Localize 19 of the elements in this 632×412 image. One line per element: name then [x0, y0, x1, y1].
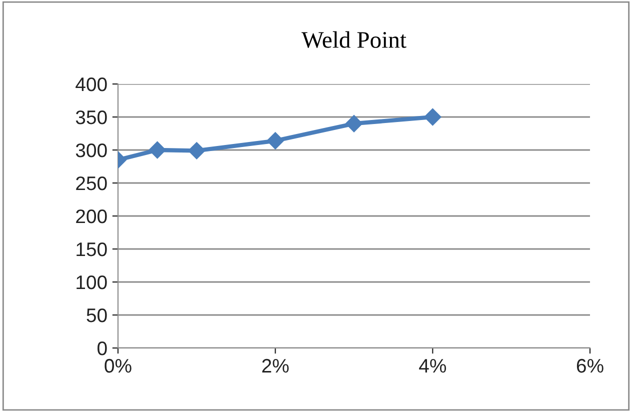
y-tick-label: 250	[76, 176, 107, 190]
point	[148, 141, 166, 159]
y-tick-label: 50	[86, 308, 107, 322]
x-tick-label: 2%	[262, 358, 289, 373]
y-tick-label: 150	[76, 242, 107, 256]
point	[188, 142, 206, 160]
chart-title: Weld Point	[302, 31, 406, 48]
y-tick-label: 100	[76, 275, 107, 290]
y-tick-label: 200	[76, 209, 107, 224]
point	[266, 132, 284, 150]
y-tick-label: 400	[76, 77, 107, 92]
y-tick-label: 300	[76, 143, 107, 158]
point	[424, 108, 442, 126]
y-tick-label: 0	[98, 341, 107, 356]
x-tick-label: 4%	[419, 359, 446, 373]
y-tick-label: 350	[76, 110, 107, 124]
x-tick-label: 6%	[576, 358, 604, 373]
x-tick-label: 0%	[104, 358, 132, 373]
point	[345, 115, 363, 132]
